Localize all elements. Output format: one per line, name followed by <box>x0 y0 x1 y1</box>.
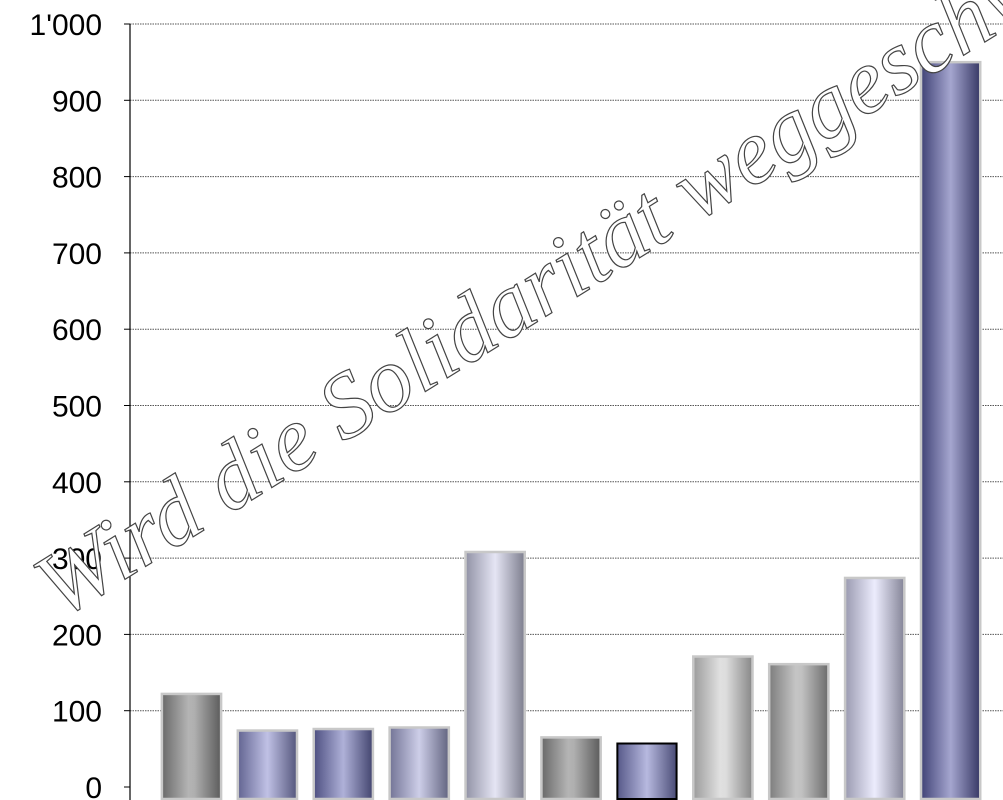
y-tick-label: 900 <box>52 85 102 118</box>
y-tick-label: 100 <box>52 696 102 729</box>
y-tick-label: 1'000 <box>30 9 102 42</box>
bars <box>160 60 982 800</box>
bar <box>919 60 982 800</box>
bar <box>616 742 678 800</box>
bar <box>160 692 223 800</box>
y-tick-label: 600 <box>52 314 102 347</box>
bar <box>312 727 375 800</box>
y-tick-label: 400 <box>52 467 102 500</box>
y-tick-label: 700 <box>52 238 102 271</box>
bar <box>236 729 299 800</box>
bar <box>843 576 906 800</box>
bar <box>767 662 830 800</box>
y-tick-label: 800 <box>52 162 102 195</box>
y-axis <box>124 23 131 800</box>
y-tick-label: 0 <box>85 772 102 800</box>
bar <box>692 655 754 800</box>
y-tick-label: 300 <box>52 543 102 576</box>
y-tick-label: 200 <box>52 619 102 652</box>
y-tick-label: 500 <box>52 391 102 424</box>
bar <box>388 726 451 800</box>
bar <box>540 736 602 800</box>
bar <box>464 550 526 800</box>
gridlines <box>130 23 1003 712</box>
y-tick-labels: 0 100 200 300 400 500 600 700 800 900 1'000 <box>30 9 102 800</box>
